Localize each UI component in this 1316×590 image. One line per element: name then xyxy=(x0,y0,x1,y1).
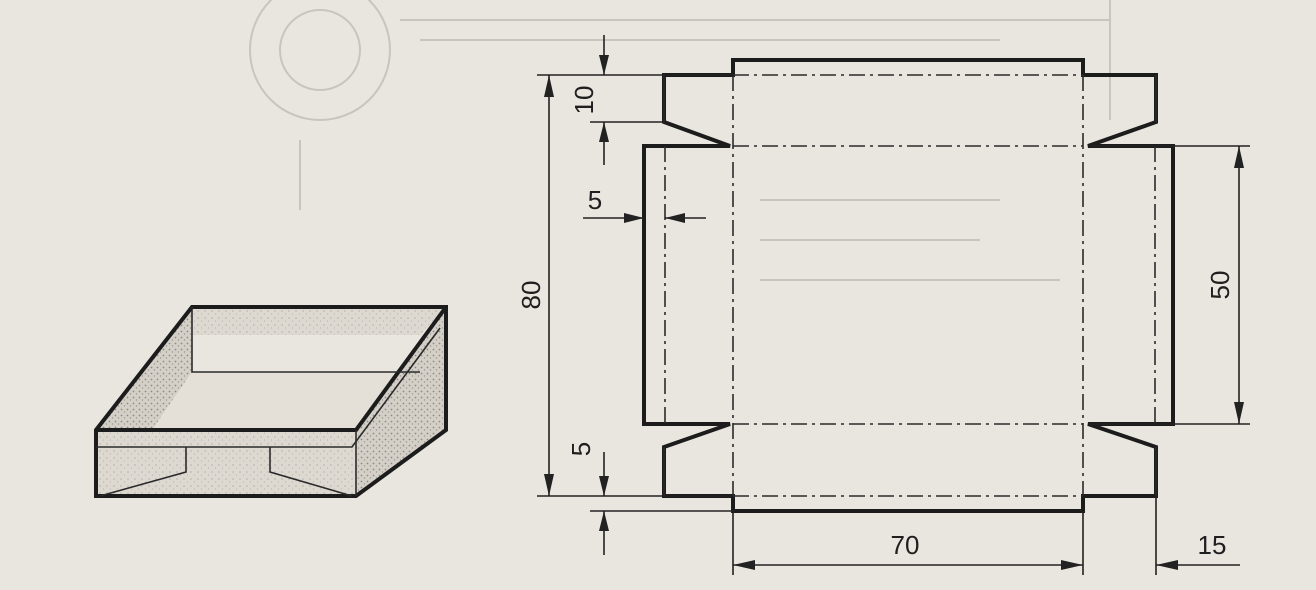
isometric-box-drawing xyxy=(96,307,446,496)
dim-label-80: 80 xyxy=(516,281,546,310)
dim-label-50: 50 xyxy=(1205,271,1235,300)
box-inner-back-wall xyxy=(192,307,446,335)
dim-side-flap-width: 15 xyxy=(1156,530,1240,570)
dim-label-5-top: 5 xyxy=(588,185,602,215)
dim-label-70: 70 xyxy=(891,530,920,560)
box-net xyxy=(644,60,1173,511)
dim-label-5-bottom: 5 xyxy=(566,442,596,456)
background-ghost-drawing xyxy=(250,0,1110,280)
dim-top-flap-height: 10 xyxy=(569,35,609,165)
net-outline xyxy=(644,60,1173,511)
dim-label-15: 15 xyxy=(1198,530,1227,560)
dim-total-height: 80 xyxy=(516,75,554,496)
fold-lines xyxy=(665,75,1155,496)
dim-base-width: 70 xyxy=(733,530,1083,570)
dim-bottom-gap: 5 xyxy=(566,442,609,555)
dim-label-10: 10 xyxy=(569,86,599,115)
dim-side-height: 50 xyxy=(1205,146,1244,424)
